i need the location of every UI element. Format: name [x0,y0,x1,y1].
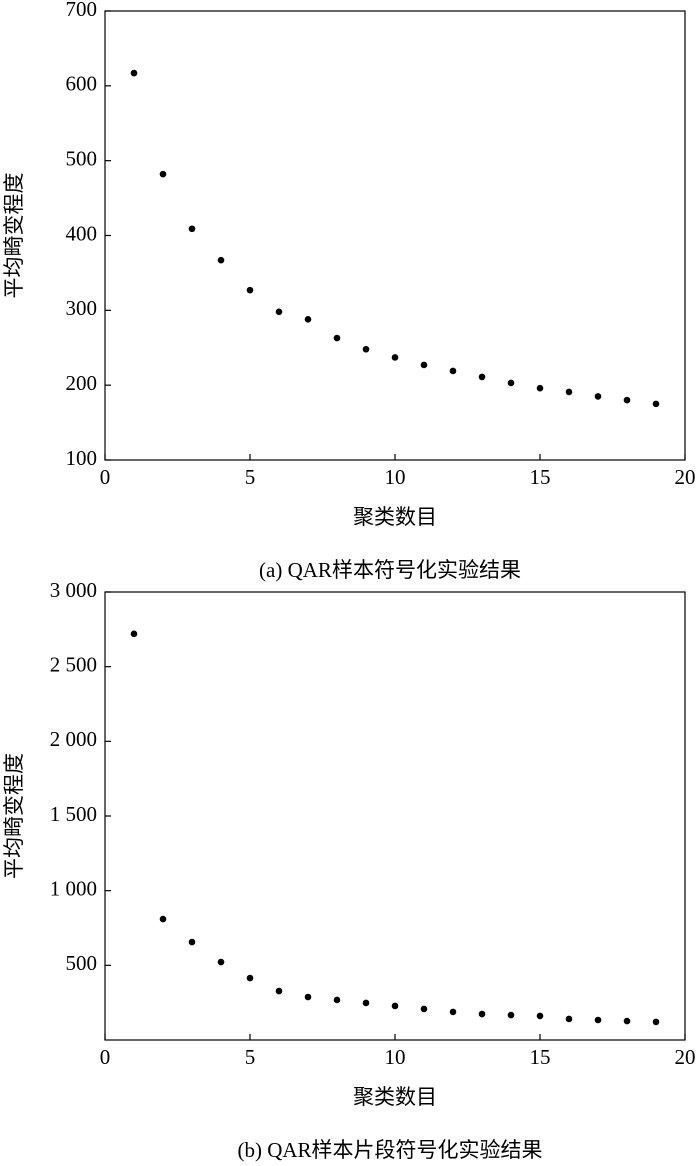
point [333,996,341,1004]
point [130,630,138,638]
point [420,1005,428,1013]
point [188,938,196,946]
point [478,373,486,381]
point [362,345,370,353]
point [507,1011,515,1019]
point [594,1016,602,1024]
point [623,396,631,404]
point [275,987,283,995]
x-tick-label: 20 [675,1045,696,1069]
point [449,1008,457,1016]
point [652,400,660,408]
y-tick-label: 3 000 [50,578,97,602]
point [246,286,254,294]
x-tick-label: 5 [245,1045,256,1069]
point [333,334,341,342]
point [159,170,167,178]
point [536,1012,544,1020]
caption: (a) QAR样本符号化实验结果 [259,558,521,582]
point [594,393,602,400]
caption: (b) QAR样本片段符号化实验结果 [237,1138,542,1162]
point [565,388,573,396]
x-tick-label: 15 [530,1045,551,1069]
y-axis-label: 平均畸变程度 [2,753,26,879]
point [449,367,457,375]
plot-frame [104,591,686,1041]
x-axis-label: 聚类数目 [353,1085,437,1109]
y-tick-label: 1 500 [50,802,97,826]
point [304,993,312,1001]
point [623,1017,631,1025]
point [507,379,515,387]
x-tick-label: 0 [100,1045,111,1069]
x-tick-label: 5 [245,465,256,489]
point [536,384,544,392]
point [391,354,399,361]
y-tick-label: 500 [66,146,98,170]
point [391,1002,399,1010]
point [217,958,225,966]
point [188,225,196,233]
y-tick-label: 400 [66,221,98,245]
y-tick-label: 100 [66,446,98,470]
y-tick-label: 200 [66,371,98,395]
point [246,974,254,982]
point [304,316,312,323]
y-tick-label: 300 [66,296,98,320]
y-tick-label: 2 000 [50,727,97,751]
x-axis-label: 聚类数目 [353,505,437,529]
point [130,69,138,77]
x-tick-label: 20 [675,465,696,489]
y-tick-label: 2 500 [50,652,97,676]
point [362,999,370,1007]
point [159,915,167,923]
point [275,308,283,316]
y-tick-label: 1 000 [50,876,97,900]
y-tick-label: 600 [66,72,98,96]
x-tick-label: 15 [530,465,551,489]
point [217,256,225,264]
x-tick-label: 0 [100,465,111,489]
point [420,361,428,369]
x-tick-label: 10 [385,1045,406,1069]
point [478,1010,486,1018]
plot-frame [104,10,686,461]
point [565,1015,573,1023]
y-tick-label: 700 [66,0,98,21]
y-tick-label: 500 [66,951,98,975]
point [652,1018,660,1026]
y-axis-label: 平均畸变程度 [2,173,26,299]
x-tick-label: 10 [385,465,406,489]
